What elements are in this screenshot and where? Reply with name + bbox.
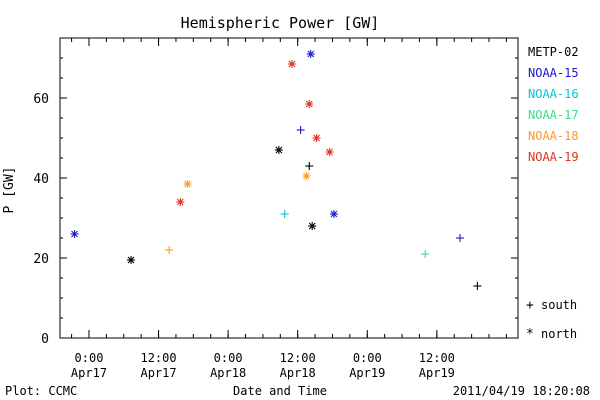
data-point-noaa-19-north [312, 134, 321, 142]
legend-entry-noaa-15: NOAA-15 [528, 66, 579, 80]
plot-frame [59, 37, 519, 339]
x-tick-date-label: Apr18 [280, 366, 316, 380]
legend-entry-noaa-17: NOAA-17 [528, 108, 579, 122]
y-tick-label: 20 [33, 252, 49, 267]
data-point-metp-02-north [308, 222, 317, 230]
marker-legend-label-south: south [541, 298, 577, 312]
data-point-noaa-15-south [296, 126, 305, 134]
legend-entry-metp-02: METP-02 [528, 45, 579, 59]
x-tick-date-label: Apr19 [419, 366, 455, 380]
marker-stroke [303, 172, 310, 180]
axes: 02040600:00Apr1712:00Apr170:00Apr1812:00… [33, 37, 519, 380]
x-tick-time-label: 12:00 [280, 351, 316, 365]
marker-stroke [184, 180, 191, 188]
x-tick-time-label: 0:00 [353, 351, 382, 365]
marker-stroke [127, 256, 135, 264]
data-point-noaa-15-south [456, 234, 465, 242]
marker-stroke [308, 222, 316, 230]
x-axis-label: Date and Time [233, 384, 327, 398]
plot-timestamp: 2011/04/19 18:20:08 [453, 384, 590, 398]
legend: METP-02 NOAA-15 NOAA-16 NOAA-17 NOAA-18 NOAA-… [526, 45, 579, 342]
data-point-metp-02-south [473, 282, 482, 290]
x-tick-date-label: Apr19 [349, 366, 385, 380]
marker-stroke [288, 60, 296, 68]
x-tick-time-label: 0:00 [214, 351, 243, 365]
data-point-metp-02-south [305, 162, 314, 170]
data-point-noaa-19-north [287, 60, 296, 68]
data-point-noaa-18-north [183, 180, 192, 188]
chart-title: Hemispheric Power [GW] [181, 14, 380, 32]
data-point-noaa-15-north [306, 50, 315, 58]
data-point-metp-02-north [274, 146, 283, 154]
marker-stroke [71, 230, 78, 238]
data-point-noaa-19-north [176, 198, 185, 206]
plot-credit: Plot: CCMC [5, 384, 77, 398]
y-tick-label: 60 [33, 92, 49, 107]
data-point-noaa-19-north [325, 148, 334, 156]
x-tick-time-label: 12:00 [140, 351, 176, 365]
marker-stroke [313, 134, 320, 142]
data-point-noaa-15-north [329, 210, 338, 218]
data-point-noaa-19-north [305, 100, 314, 108]
legend-entry-noaa-16: NOAA-16 [528, 87, 579, 101]
marker-legend-label-north: north [541, 327, 577, 341]
marker-legend-glyph: * [526, 327, 534, 342]
y-tick-label: 0 [41, 332, 49, 347]
marker-stroke [326, 148, 333, 156]
data-point-noaa-18-south [165, 246, 174, 254]
x-tick-date-label: Apr17 [140, 366, 176, 380]
data-point-noaa-17-south [421, 250, 430, 258]
data-points [70, 50, 482, 290]
x-tick-date-label: Apr17 [71, 366, 107, 380]
legend-entry-noaa-19: NOAA-19 [528, 150, 579, 164]
data-point-metp-02-north [127, 256, 136, 264]
data-point-noaa-18-north [302, 172, 311, 180]
x-tick-date-label: Apr18 [210, 366, 246, 380]
y-axis-label: P [GW] [2, 167, 17, 214]
data-point-noaa-16-south [280, 210, 289, 218]
marker-legend-glyph: + [526, 298, 534, 313]
marker-stroke [275, 146, 283, 154]
x-tick-time-label: 0:00 [75, 351, 104, 365]
data-point-noaa-15-north [70, 230, 79, 238]
marker-stroke [330, 210, 338, 218]
marker-stroke [305, 100, 313, 108]
y-tick-label: 40 [33, 172, 49, 187]
legend-entry-noaa-18: NOAA-18 [528, 129, 579, 143]
marker-stroke [176, 198, 184, 206]
marker-stroke [307, 50, 315, 58]
x-tick-time-label: 12:00 [419, 351, 455, 365]
